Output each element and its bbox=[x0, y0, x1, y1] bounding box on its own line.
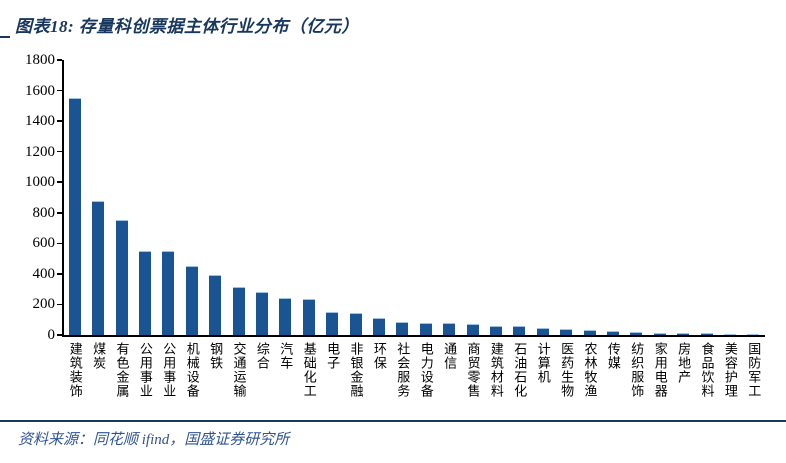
x-axis-label: 美容护理 bbox=[722, 342, 738, 398]
bar bbox=[677, 333, 690, 336]
x-axis-label: 通信 bbox=[442, 342, 458, 370]
x-axis-label: 食品饮料 bbox=[699, 342, 715, 398]
y-tick-label: 600 bbox=[32, 235, 56, 252]
x-axis-label: 基础化工 bbox=[301, 342, 317, 398]
y-tick-label: 0 bbox=[47, 327, 56, 343]
bar bbox=[513, 326, 526, 336]
x-axis-label: 建筑材料 bbox=[488, 342, 504, 398]
x-axis-label: 社会服务 bbox=[395, 342, 411, 398]
x-axis-label: 房地产 bbox=[676, 342, 692, 384]
bar bbox=[162, 251, 175, 336]
y-tick-label: 1400 bbox=[25, 113, 55, 130]
bar bbox=[606, 331, 619, 336]
bar bbox=[489, 325, 502, 336]
figure-title: 图表18: 存量科创票据主体行业分布（亿元） bbox=[15, 17, 359, 36]
bar bbox=[92, 201, 105, 336]
bar bbox=[443, 323, 456, 336]
y-tick-label: 1600 bbox=[25, 82, 55, 99]
y-tick-mark bbox=[57, 334, 62, 336]
x-axis-label: 有色金属 bbox=[114, 342, 130, 398]
bar bbox=[560, 328, 573, 336]
bar bbox=[279, 297, 292, 336]
x-axis-label: 综合 bbox=[254, 342, 270, 370]
x-axis-label: 商贸零售 bbox=[465, 342, 481, 398]
x-axis-label: 电子 bbox=[325, 342, 341, 370]
source-note: 资料来源：同花顺 ifind，国盛证券研究所 bbox=[18, 432, 290, 448]
x-axis-label: 传媒 bbox=[605, 342, 621, 370]
bar bbox=[209, 275, 222, 336]
x-axis-label: 建筑装饰 bbox=[67, 342, 83, 398]
y-tick-mark bbox=[57, 120, 62, 122]
y-tick-label: 1200 bbox=[25, 143, 55, 160]
x-axis-label: 公用事业 bbox=[161, 342, 177, 398]
x-axis-label: 医药生物 bbox=[559, 342, 575, 398]
footer-divider bbox=[0, 420, 786, 422]
bar bbox=[302, 299, 315, 336]
y-tick-mark bbox=[57, 89, 62, 92]
x-axis-label: 机械设备 bbox=[184, 342, 200, 398]
bar bbox=[653, 332, 666, 336]
bar bbox=[372, 318, 385, 336]
bar bbox=[138, 250, 151, 336]
bar bbox=[68, 98, 81, 336]
bar bbox=[232, 287, 245, 336]
x-axis-label: 汽车 bbox=[278, 342, 294, 370]
bar bbox=[115, 220, 128, 336]
y-tick-label: 200 bbox=[32, 296, 56, 313]
x-axis-label: 非银金融 bbox=[348, 342, 364, 398]
bar bbox=[536, 327, 549, 336]
bar bbox=[349, 313, 362, 336]
x-axis-label: 农林牧渔 bbox=[582, 342, 598, 398]
bar bbox=[723, 333, 736, 336]
x-axis-label: 电力设备 bbox=[418, 342, 434, 398]
y-tick-label: 400 bbox=[32, 265, 56, 282]
y-tick-mark bbox=[57, 181, 62, 183]
x-axis-label: 交通运输 bbox=[231, 342, 247, 398]
x-axis-label: 国防军工 bbox=[746, 342, 762, 398]
title-underline-dash bbox=[0, 36, 10, 38]
bar bbox=[255, 292, 268, 336]
bar bbox=[326, 312, 339, 336]
y-tick-label: 800 bbox=[32, 204, 56, 221]
bar bbox=[466, 324, 479, 336]
y-tick-mark bbox=[57, 212, 62, 214]
y-tick-label: 1000 bbox=[25, 174, 55, 191]
bar bbox=[419, 323, 432, 336]
y-tick-mark bbox=[57, 59, 62, 61]
y-tick-mark bbox=[57, 303, 62, 306]
bar bbox=[583, 329, 596, 336]
x-axis-label: 钢铁 bbox=[208, 342, 224, 370]
x-axis-label: 家用电器 bbox=[652, 342, 668, 398]
x-axis-label: 公用事业 bbox=[137, 342, 153, 398]
y-axis-line bbox=[62, 60, 64, 337]
y-tick-mark bbox=[57, 242, 62, 245]
bar bbox=[630, 331, 643, 336]
x-axis-label: 石油石化 bbox=[512, 342, 528, 398]
y-tick-mark bbox=[57, 273, 62, 275]
bar bbox=[185, 266, 198, 336]
y-tick-mark bbox=[57, 150, 62, 153]
x-axis-label: 计算机 bbox=[535, 342, 551, 384]
x-axis-line bbox=[62, 335, 765, 337]
bar bbox=[396, 321, 409, 336]
x-axis-label: 纺织服饰 bbox=[629, 342, 645, 398]
x-axis-label: 环保 bbox=[371, 342, 387, 370]
x-axis-label: 煤炭 bbox=[91, 342, 107, 370]
bar bbox=[700, 333, 713, 336]
y-tick-label: 1800 bbox=[25, 52, 55, 68]
